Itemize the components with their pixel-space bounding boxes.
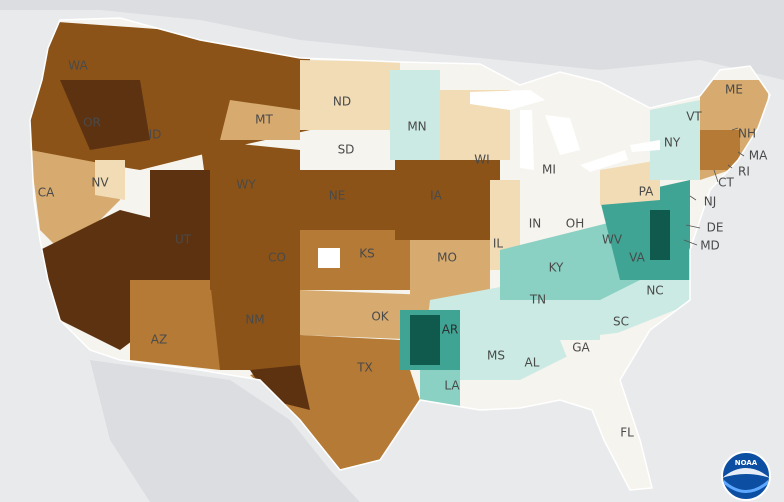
state-label-de: DE bbox=[707, 221, 724, 235]
state-label-or: OR bbox=[83, 116, 101, 130]
state-label-ga: GA bbox=[572, 341, 590, 355]
state-label-pa: PA bbox=[639, 185, 654, 199]
region-arizona bbox=[130, 280, 220, 370]
state-label-nm: NM bbox=[245, 313, 264, 327]
state-label-az: AZ bbox=[151, 333, 167, 347]
state-label-mt: MT bbox=[255, 113, 273, 127]
leader-nh bbox=[731, 127, 739, 131]
region-nebraska bbox=[300, 170, 400, 230]
region-kansas-white bbox=[318, 248, 340, 268]
region-wisconsin bbox=[440, 90, 510, 160]
region-montana-light bbox=[220, 100, 300, 140]
state-label-wv: WV bbox=[602, 233, 623, 247]
state-label-mo: MO bbox=[437, 251, 457, 265]
state-label-il: IL bbox=[493, 237, 504, 251]
state-label-md: MD bbox=[700, 239, 720, 253]
lake-superior bbox=[470, 90, 545, 110]
state-label-ct: CT bbox=[718, 176, 734, 190]
state-label-mi: MI bbox=[542, 163, 556, 177]
state-label-ne: NE bbox=[329, 189, 346, 203]
state-label-ar: AR bbox=[442, 323, 459, 337]
us-outline bbox=[29, 17, 771, 491]
lake-ontario bbox=[630, 140, 660, 152]
lake-michigan bbox=[520, 110, 534, 170]
state-label-ut: UT bbox=[175, 233, 192, 247]
leader-ct bbox=[713, 169, 719, 183]
leader-ri bbox=[727, 164, 733, 169]
state-label-nd: ND bbox=[333, 95, 351, 109]
state-label-me: ME bbox=[725, 83, 743, 97]
state-label-co: CO bbox=[268, 251, 286, 265]
state-label-wy: WY bbox=[236, 178, 256, 192]
region-new-york bbox=[650, 100, 700, 180]
leader-de bbox=[685, 224, 701, 229]
region-nevada-light bbox=[95, 160, 125, 200]
state-label-vt: VT bbox=[686, 110, 702, 124]
state-label-ri: RI bbox=[738, 165, 750, 179]
region-iowa bbox=[395, 160, 500, 240]
state-labels: WA OR CA NV ID MT WY UT AZ CO NM ND SD N… bbox=[38, 59, 768, 440]
state-label-la: LA bbox=[444, 379, 460, 393]
state-label-ky: KY bbox=[549, 261, 564, 275]
noaa-logo-bird bbox=[722, 468, 770, 478]
canada-land bbox=[0, 0, 784, 80]
leader-md bbox=[683, 239, 698, 246]
great-lakes bbox=[470, 90, 660, 172]
state-label-mn: MN bbox=[407, 120, 426, 134]
region-dakotas bbox=[300, 60, 400, 130]
noaa-logo-text: NOAA bbox=[735, 459, 758, 467]
state-label-in: IN bbox=[529, 217, 542, 231]
state-label-ny: NY bbox=[664, 136, 681, 150]
state-label-nj: NJ bbox=[704, 195, 717, 209]
region-georgia bbox=[540, 300, 600, 340]
region-missouri bbox=[410, 240, 490, 300]
region-kansas bbox=[300, 230, 420, 290]
state-label-ca: CA bbox=[38, 186, 55, 200]
region-pennsylvania bbox=[600, 160, 660, 205]
region-wyoming bbox=[200, 140, 300, 215]
region-utah bbox=[150, 170, 210, 290]
state-label-wa: WA bbox=[68, 59, 88, 73]
region-georgia-florida bbox=[560, 330, 640, 440]
state-label-ma: MA bbox=[749, 149, 768, 163]
state-label-nv: NV bbox=[91, 176, 109, 190]
state-label-ia: IA bbox=[430, 189, 443, 203]
state-label-tn: TN bbox=[529, 293, 546, 307]
state-label-va: VA bbox=[629, 251, 645, 265]
region-new-mexico bbox=[210, 280, 300, 370]
leader-nj bbox=[689, 195, 697, 201]
region-colorado bbox=[210, 215, 310, 290]
region-arkansas-dark bbox=[410, 315, 440, 365]
state-label-ok: OK bbox=[371, 310, 389, 324]
state-label-wi: WI bbox=[474, 153, 489, 167]
mexico-land bbox=[90, 360, 360, 502]
region-maryland-dark bbox=[650, 210, 670, 260]
state-label-fl: FL bbox=[620, 426, 634, 440]
lake-erie bbox=[580, 150, 628, 172]
region-minnesota bbox=[390, 70, 440, 160]
state-label-sd: SD bbox=[338, 143, 355, 157]
noaa-logo: NOAA bbox=[721, 451, 771, 501]
region-texas-west bbox=[250, 365, 310, 410]
state-label-nc: NC bbox=[646, 284, 663, 298]
region-massachusetts bbox=[700, 130, 740, 170]
region-louisiana bbox=[420, 370, 460, 410]
state-label-sc: SC bbox=[613, 315, 629, 329]
region-oklahoma bbox=[300, 290, 430, 340]
leader-lines bbox=[683, 127, 745, 246]
state-label-ks: KS bbox=[359, 247, 375, 261]
state-label-ms: MS bbox=[487, 349, 505, 363]
state-label-tx: TX bbox=[356, 361, 373, 375]
leader-ma bbox=[737, 151, 745, 157]
lake-huron bbox=[545, 115, 580, 155]
state-label-al: AL bbox=[525, 356, 540, 370]
region-oregon-dark bbox=[60, 80, 150, 150]
state-label-oh: OH bbox=[566, 217, 584, 231]
noaa-logo-wave bbox=[724, 480, 768, 493]
state-label-id: ID bbox=[149, 128, 162, 142]
state-label-nh: NH bbox=[738, 127, 756, 141]
